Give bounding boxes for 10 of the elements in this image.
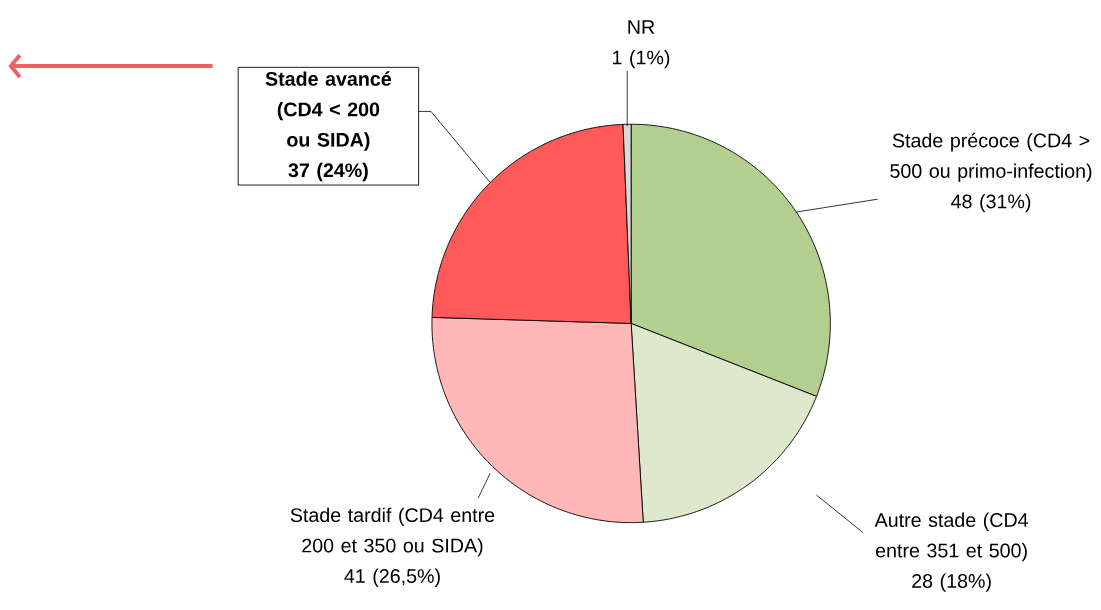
data-label: 28 (18%) (912, 573, 991, 592)
slice-label: NR (628, 20, 655, 34)
data-label: 41 (26,5%) (344, 568, 440, 587)
slice-label: Stade précoce (CD4 > 500 ou primo-infection) (890, 132, 1092, 182)
slice-label: Stade tardif (CD4 entre 200 et 350 ou SIDA) (290, 507, 495, 557)
slice-label: Stade avancé (CD4 < 200 ou SIDA) (265, 71, 392, 151)
data-label: 37 (24%) (288, 162, 368, 181)
data-label: 1 (1%) (613, 49, 670, 69)
legend-label: Autre stade (CD4 entre 351 et 500) (874, 512, 1028, 562)
data-label: 48 (31%) (951, 193, 1031, 213)
